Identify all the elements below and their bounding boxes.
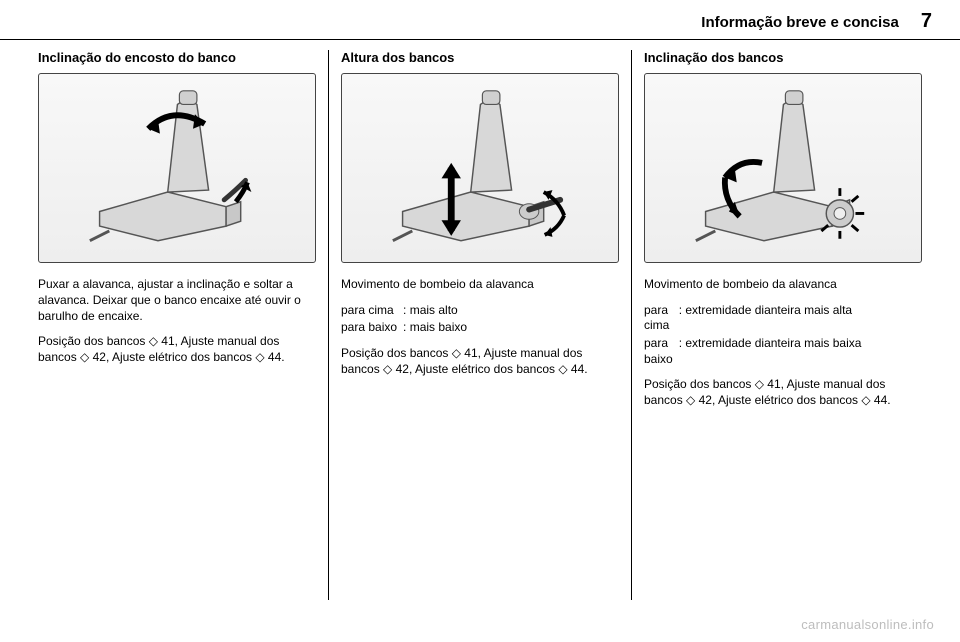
- column-2: Altura dos bancos M: [328, 50, 631, 600]
- col1-heading: Inclinação do encosto do banco: [38, 50, 316, 65]
- col3-def1-label: para cima: [644, 303, 673, 334]
- col2-para-1: Posição dos bancos ◇ 41, Ajuste manual d…: [341, 346, 619, 378]
- col1-para-2: Posição dos bancos ◇ 41, Ajuste manual d…: [38, 334, 316, 366]
- column-1: Inclinação do encosto do banco: [26, 50, 328, 600]
- col2-def1-value: : mais alto: [403, 303, 619, 319]
- col3-intro: Movimento de bombeio da alavanca: [644, 277, 922, 293]
- col2-def2-label: para baixo: [341, 320, 397, 336]
- col2-figure-seat-height: [341, 73, 619, 263]
- col3-heading: Inclinação dos bancos: [644, 50, 922, 65]
- col3-def2-value: : extremidade dianteira mais baixa: [679, 336, 922, 367]
- page-header: Informação breve e concisa 7: [0, 0, 960, 40]
- col2-heading: Altura dos bancos: [341, 50, 619, 65]
- header-title: Informação breve e concisa: [701, 14, 899, 31]
- header-page-number: 7: [921, 10, 932, 33]
- seat-height-icon: [359, 85, 602, 250]
- col3-definitions: para cima : extremidade dianteira mais a…: [644, 303, 922, 367]
- col3-def1-value: : extremidade dianteira mais alta: [679, 303, 922, 334]
- content-columns: Inclinação do encosto do banco: [0, 40, 960, 600]
- col2-intro: Movimento de bombeio da alavanca: [341, 277, 619, 293]
- col2-definitions: para cima : mais alto para baixo : mais …: [341, 303, 619, 336]
- col1-para-1: Puxar a alavanca, ajustar a inclinação e…: [38, 277, 316, 324]
- col2-def1-label: para cima: [341, 303, 397, 319]
- col3-para-1: Posição dos bancos ◇ 41, Ajuste manual d…: [644, 377, 922, 409]
- col3-figure-seat-tilt: [644, 73, 922, 263]
- col3-def2-label: para baixo: [644, 336, 673, 367]
- seat-backrest-icon: [56, 85, 299, 250]
- seat-tilt-icon: [662, 85, 905, 250]
- column-3: Inclinação dos bancos: [631, 50, 934, 600]
- watermark: carmanualsonline.info: [801, 617, 934, 632]
- col1-figure-seat-backrest: [38, 73, 316, 263]
- col2-def2-value: : mais baixo: [403, 320, 619, 336]
